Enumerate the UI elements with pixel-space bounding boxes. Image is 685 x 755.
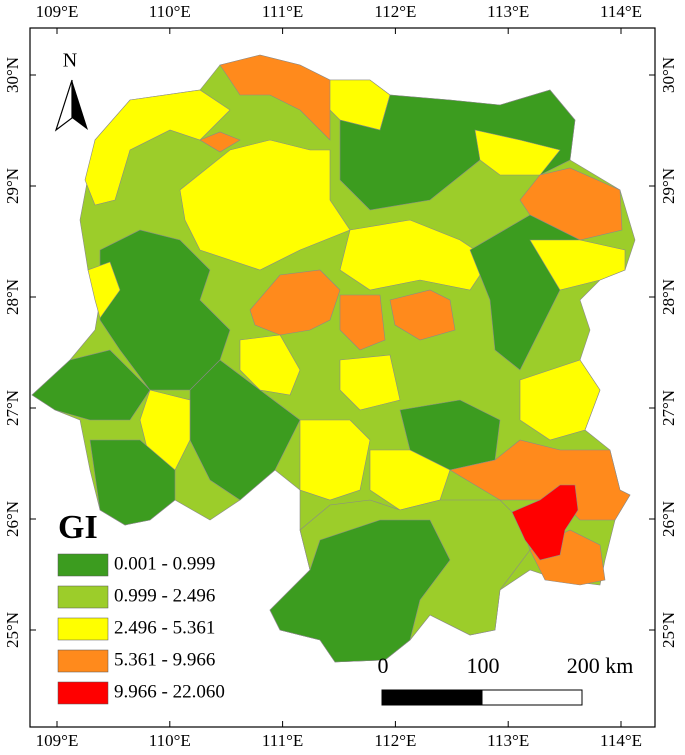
scale-label: 100	[467, 653, 500, 678]
lat-label: 29°N	[3, 168, 22, 204]
lon-label: 112°E	[374, 2, 416, 21]
region	[339, 219, 491, 291]
scale-label: 200 km	[567, 653, 634, 678]
legend-title: GI	[58, 509, 98, 546]
lon-label: 111°E	[262, 2, 303, 21]
region	[339, 354, 401, 411]
region	[269, 519, 451, 663]
region	[189, 359, 301, 501]
lat-label: 29°N	[659, 168, 678, 204]
lon-label: 113°E	[487, 731, 529, 750]
region	[389, 289, 456, 341]
north-arrow-right	[72, 80, 88, 130]
legend-label: 0.999 - 2.496	[114, 585, 215, 606]
region	[239, 334, 301, 396]
lon-label: 111°E	[262, 731, 303, 750]
lon-label: 110°E	[149, 731, 191, 750]
legend-swatch	[57, 681, 109, 705]
scale-segment	[381, 689, 483, 706]
region	[179, 139, 351, 271]
region	[99, 229, 231, 391]
legend-swatch	[57, 585, 109, 609]
lat-label: 26°N	[3, 501, 22, 537]
region	[339, 89, 576, 211]
lat-label: 28°N	[3, 279, 22, 315]
region	[339, 294, 386, 351]
region	[87, 261, 121, 319]
region	[511, 484, 579, 561]
lat-label: 25°N	[3, 612, 22, 648]
scale-label: 0	[378, 653, 389, 678]
lat-label: 26°N	[659, 501, 678, 537]
lon-label: 110°E	[149, 2, 191, 21]
region	[199, 131, 241, 153]
north-label: N	[63, 50, 77, 72]
scale-segment	[481, 689, 583, 706]
region	[84, 89, 231, 206]
scale-bar: 0 100 200 km	[378, 653, 634, 706]
north-arrow: N	[54, 50, 88, 132]
legend-swatch	[57, 649, 109, 673]
region	[89, 439, 176, 526]
region	[519, 167, 623, 241]
lon-label: 109°E	[36, 2, 79, 21]
legend-label: 0.001 - 0.999	[114, 553, 215, 574]
lon-label: 109°E	[36, 731, 79, 750]
lat-label: 25°N	[659, 612, 678, 648]
lon-label: 114°E	[600, 731, 642, 750]
region	[519, 359, 601, 441]
lat-label: 28°N	[659, 279, 678, 315]
lat-label: 27°N	[3, 390, 22, 426]
lon-label: 114°E	[600, 2, 642, 21]
regions	[31, 54, 636, 663]
region	[249, 269, 341, 336]
legend-label: 9.966 - 22.060	[114, 681, 225, 702]
legend: 0.001 - 0.999 0.999 - 2.496 2.496 - 5.361 5…	[57, 553, 225, 705]
lat-label: 27°N	[659, 390, 678, 426]
lat-label: 30°N	[659, 57, 678, 93]
legend-swatch	[57, 617, 109, 641]
region	[299, 419, 371, 501]
region	[31, 349, 151, 421]
legend-label: 5.361 - 9.966	[114, 649, 215, 670]
legend-label: 2.496 - 5.361	[114, 617, 215, 638]
lon-label: 112°E	[374, 731, 416, 750]
lat-label: 30°N	[3, 57, 22, 93]
region	[529, 239, 626, 291]
region	[219, 54, 331, 141]
lon-label: 113°E	[487, 2, 529, 21]
legend-swatch	[57, 553, 109, 577]
